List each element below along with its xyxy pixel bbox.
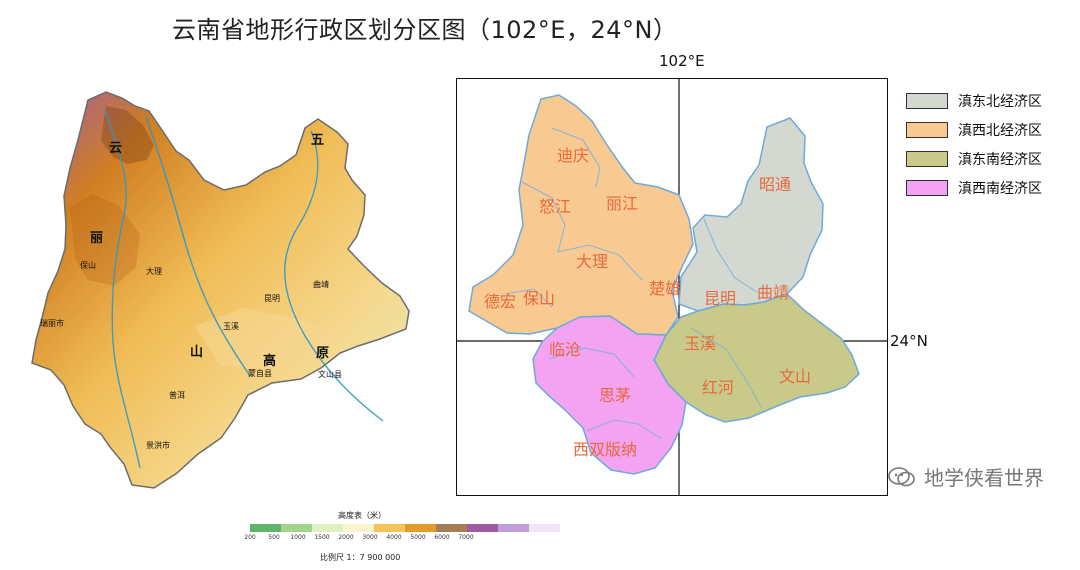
relief-label-qujing: 曲靖: [313, 279, 329, 289]
relief-label-jinghong: 景洪市: [146, 440, 170, 450]
longitude-label: 102°E: [659, 52, 705, 70]
relief-river-central: [145, 116, 251, 377]
legend-item-northeast: 滇东北经济区: [906, 86, 1076, 115]
legend-item-northwest: 滇西北经济区: [906, 115, 1076, 144]
region-northeast: [678, 117, 824, 312]
city-label-honghe: 红河: [702, 378, 734, 397]
legend-item-southwest: 滇西南经济区: [906, 173, 1076, 202]
yunnan-relief-map: 五 云 丽 大理 昆明 曲靖 文山县 玉溪 蒙自县 瑞丽市 保山 普洱 景洪市 …: [18, 82, 560, 562]
elevation-tick-1: 500: [268, 534, 280, 541]
city-label-lijiang: 丽江: [606, 194, 638, 213]
elevation-tick-3: 1500: [314, 534, 330, 541]
elevation-tick-5: 3000: [362, 534, 378, 541]
economic-region-map: 迪庆 怒江 丽江 大理 保山 德宏 楚雄 昭通 昆明 曲靖 玉溪 临沧 思茅 红…: [456, 78, 888, 496]
city-label-qujing: 曲靖: [757, 283, 789, 302]
city-label-nujiang: 怒江: [539, 197, 571, 216]
boundary-nujiang: [521, 181, 566, 253]
relief-province-shape: [31, 91, 410, 489]
relief-label-kunming: 昆明: [264, 294, 280, 303]
relief-mountain-band-north: [101, 106, 154, 164]
legend-label-northwest: 滇西北经济区: [958, 122, 1042, 139]
relief-label-yun: 云: [109, 141, 122, 156]
boundary-simao: [586, 419, 663, 440]
legend-swatch-southwest: [906, 179, 948, 196]
relief-label-wu: 五: [311, 133, 324, 148]
relief-label-yuan: 原: [316, 346, 329, 361]
relief-mountain-band-west: [70, 194, 140, 286]
latitude-label: 24°N: [890, 332, 928, 350]
elevation-swatch-2: [312, 524, 343, 532]
elevation-tick-6: 4000: [386, 534, 402, 541]
legend-swatch-southeast: [906, 150, 948, 167]
elevation-swatch-1: [281, 524, 312, 532]
elevation-swatch-4: [374, 524, 405, 532]
relief-label-wenshan: 文山县: [318, 369, 342, 379]
boundary-kunming: [703, 218, 758, 293]
city-label-lincang: 临沧: [549, 340, 581, 359]
elevation-swatch-7: [467, 524, 498, 532]
city-label-chuxiong: 楚雄: [649, 279, 681, 298]
boundary-honghe: [690, 327, 762, 408]
city-label-yuxi: 玉溪: [684, 334, 716, 353]
relief-river-west: [104, 109, 141, 469]
relief-basin-south: [195, 308, 339, 369]
wechat-icon: [888, 466, 915, 486]
elevation-swatch-3: [343, 524, 374, 532]
boundary-lincang: [548, 347, 635, 378]
city-label-zhaotong: 昭通: [759, 175, 791, 194]
elevation-legend: 高度表（米） 200 500 1000 1500 2000 3000 4000 5000 600…: [244, 510, 560, 570]
elevation-tick-4: 2000: [338, 534, 354, 541]
elevation-swatch-0: [250, 524, 281, 532]
region-southeast: [653, 293, 860, 423]
elevation-swatch-5: [405, 524, 436, 532]
city-label-dehong: 德宏: [484, 292, 516, 311]
elevation-tick-7: 5000: [410, 534, 426, 541]
legend-label-southwest: 滇西南经济区: [958, 180, 1042, 197]
map-scale: 比例尺 1：7 900 000: [320, 553, 401, 562]
legend-label-southeast: 滇东南经济区: [958, 151, 1042, 168]
elevation-swatch-8: [498, 524, 529, 532]
boundary-dali: [557, 244, 643, 281]
elevation-swatch-6: [436, 524, 467, 532]
legend-label-northeast: 滇东北经济区: [958, 93, 1042, 110]
page-title: 云南省地形行政区划分区图（102°E，24°N）: [172, 16, 678, 44]
boundary-diqing: [551, 127, 601, 188]
relief-label-shan: 山: [190, 344, 203, 360]
elevation-tick-row: 200 500 1000 1500 2000 3000 4000 5000 6000 7000: [244, 534, 473, 544]
relief-label-gao: 高: [263, 353, 276, 369]
city-label-baoshan: 保山: [523, 289, 555, 308]
relief-label-ruili: 瑞丽市: [40, 318, 64, 328]
relief-label-puer: 普洱: [169, 390, 185, 400]
city-label-kunming: 昆明: [704, 289, 736, 308]
elevation-tick-9: 7000: [458, 534, 474, 541]
city-label-simao: 思茅: [599, 386, 631, 405]
elevation-swatch-9: [529, 524, 560, 532]
relief-label-li: 丽: [90, 231, 103, 246]
city-label-diqing: 迪庆: [557, 146, 589, 165]
region-southwest: [532, 315, 687, 475]
relief-label-mengzi: 蒙自县: [248, 368, 272, 378]
legend-item-southeast: 滇东南经济区: [906, 144, 1076, 173]
region-legend: 滇东北经济区 滇西北经济区 滇东南经济区 滇西南经济区: [906, 86, 1076, 202]
elevation-tick-2: 1000: [290, 534, 306, 541]
elevation-tick-0: 200: [244, 534, 256, 541]
boundary-baoshan: [504, 288, 553, 308]
relief-label-yuxi: 玉溪: [223, 321, 239, 331]
watermark-text: 地学侠看世界: [924, 466, 1044, 490]
legend-swatch-northeast: [906, 92, 948, 109]
elevation-legend-title: 高度表（米）: [338, 511, 386, 520]
city-label-dali: 大理: [576, 252, 608, 271]
relief-river-east: [284, 130, 384, 422]
city-label-xishuangbanna: 西双版纳: [573, 440, 637, 459]
relief-label-dali: 大理: [146, 266, 162, 276]
elevation-swatch-row: [250, 524, 560, 532]
legend-swatch-northwest: [906, 121, 948, 138]
city-label-wenshan: 文山: [779, 367, 811, 386]
relief-label-baoshan: 保山: [80, 260, 96, 270]
watermark: 地学侠看世界: [888, 462, 1044, 491]
elevation-tick-8: 6000: [434, 534, 450, 541]
